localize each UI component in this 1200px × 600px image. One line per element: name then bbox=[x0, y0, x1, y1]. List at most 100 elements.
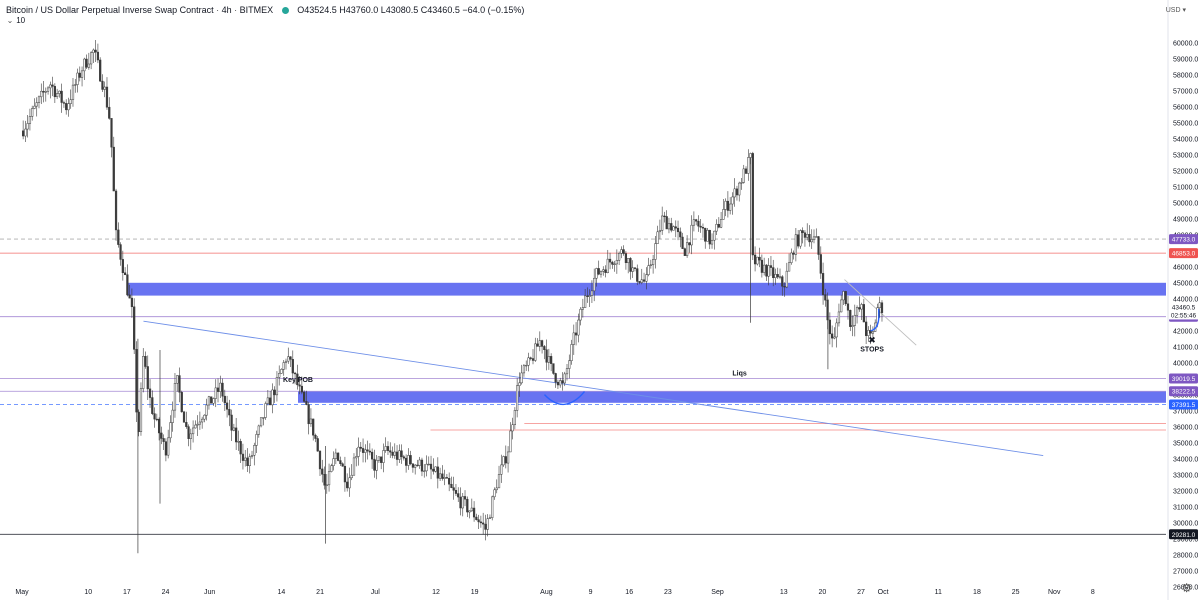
candle-body bbox=[321, 468, 324, 475]
candle-body bbox=[862, 304, 865, 323]
candle-body bbox=[384, 446, 387, 451]
candle-body bbox=[189, 433, 192, 439]
candle-body bbox=[502, 456, 505, 466]
candle-body bbox=[167, 437, 170, 456]
candle-body bbox=[472, 507, 476, 518]
candle-body bbox=[22, 130, 25, 137]
candle-body bbox=[865, 321, 868, 336]
candle-body bbox=[790, 252, 793, 263]
candle-body bbox=[355, 456, 358, 459]
candle-body bbox=[400, 450, 403, 457]
candle-body bbox=[201, 418, 204, 423]
candle-body bbox=[522, 365, 526, 374]
candle-body bbox=[130, 297, 134, 308]
candle-body bbox=[194, 424, 197, 429]
symbol-title[interactable]: Bitcoin / US Dollar Perpetual Inverse Sw… bbox=[6, 5, 214, 15]
price-tick-label: 27000.0 bbox=[1173, 568, 1198, 575]
candle-body bbox=[670, 223, 673, 231]
candle-body bbox=[484, 523, 487, 530]
time-tick-label: Sep bbox=[711, 589, 724, 596]
candle-body bbox=[475, 516, 478, 520]
candle-body bbox=[366, 449, 369, 452]
candle-body bbox=[364, 449, 367, 453]
candle-body bbox=[554, 373, 557, 383]
candle-body bbox=[296, 373, 299, 386]
candle-body bbox=[303, 391, 306, 402]
price-axis[interactable]: 26000.0 27000.0 28000.0 29000.0 30000.0 31000… bbox=[1167, 0, 1198, 600]
candle-body bbox=[325, 484, 328, 486]
candle-body bbox=[747, 157, 750, 174]
candle-body bbox=[763, 264, 766, 273]
candle-body bbox=[758, 256, 761, 261]
candle-body bbox=[210, 396, 213, 404]
time-tick-label: 25 bbox=[1012, 589, 1020, 596]
annotation-label: Key POB bbox=[283, 377, 313, 384]
price-tick-label: 55000.0 bbox=[1173, 120, 1198, 127]
candle-body bbox=[568, 360, 571, 369]
time-tick-label: 18 bbox=[973, 589, 981, 596]
time-axis[interactable]: May 10 17 24 Jun 14 21 Jul 12 19 Aug 9 16 23 Sep 13 20 27… bbox=[15, 589, 1095, 596]
trendline bbox=[844, 279, 917, 346]
price-tick-label: 37000.0 bbox=[1173, 408, 1198, 415]
candle-body bbox=[76, 72, 79, 85]
candle-body bbox=[470, 507, 473, 512]
candle-body bbox=[348, 477, 351, 489]
candle-body bbox=[49, 84, 52, 89]
interval-label[interactable]: 4h bbox=[221, 5, 232, 15]
price-tick-label: 58000.0 bbox=[1173, 72, 1198, 79]
candle-body bbox=[173, 382, 177, 411]
candle-body bbox=[529, 357, 532, 359]
candle-body bbox=[37, 96, 41, 103]
price-badge bbox=[1169, 399, 1198, 410]
candle-body bbox=[572, 332, 575, 345]
candle-body bbox=[520, 372, 523, 384]
candle-body bbox=[237, 441, 240, 443]
candle-body bbox=[407, 455, 410, 466]
candle-body bbox=[334, 452, 337, 459]
price-tick-label: 59000.0 bbox=[1173, 56, 1198, 63]
candle-body bbox=[339, 460, 342, 465]
market-status-icon bbox=[281, 7, 289, 15]
candle-body bbox=[527, 357, 530, 366]
candle-body bbox=[375, 460, 378, 471]
candle-body bbox=[420, 459, 424, 472]
candle-body bbox=[121, 259, 124, 274]
annotation-label: STOPS bbox=[860, 347, 884, 354]
price-tick-label: 45000.0 bbox=[1173, 280, 1198, 287]
candle-body bbox=[144, 356, 147, 367]
candle-body bbox=[663, 215, 666, 218]
candle-body bbox=[169, 422, 172, 439]
candle-body bbox=[615, 260, 618, 265]
candle-body bbox=[228, 409, 231, 416]
candle-body bbox=[513, 410, 516, 425]
candle-body bbox=[307, 404, 310, 425]
candle-body bbox=[493, 489, 496, 498]
candle-body bbox=[305, 401, 308, 405]
candle-body bbox=[219, 382, 222, 392]
price-badge-label: 38222.5 bbox=[1172, 389, 1196, 396]
candle-body bbox=[468, 510, 471, 513]
candle-body bbox=[74, 84, 77, 86]
indicator-row[interactable]: ⌄ 10 bbox=[6, 16, 26, 25]
candle-body bbox=[142, 356, 145, 389]
candle-body bbox=[330, 465, 333, 472]
currency-label[interactable]: USD ▾ bbox=[1165, 7, 1186, 14]
candle-body bbox=[191, 427, 195, 435]
candle-body bbox=[65, 103, 68, 111]
candle-body bbox=[656, 231, 659, 244]
candle-body bbox=[511, 424, 514, 432]
candle-body bbox=[618, 253, 621, 261]
candle-body bbox=[123, 272, 127, 275]
candle-body bbox=[332, 458, 335, 466]
text-annotations: Key POB Liqs STOPS ✖ bbox=[283, 335, 884, 384]
chevron-down-icon[interactable]: ⌄ bbox=[6, 16, 14, 25]
symbol-header: Bitcoin / US Dollar Perpetual Inverse Sw… bbox=[6, 5, 525, 15]
gear-icon[interactable]: ⚙ bbox=[1181, 581, 1192, 595]
candle-body bbox=[543, 346, 546, 350]
candle-body bbox=[640, 279, 643, 283]
candle-body bbox=[350, 474, 353, 479]
candle-body bbox=[416, 464, 419, 467]
candle-body bbox=[590, 290, 594, 296]
candle-body bbox=[867, 330, 870, 336]
